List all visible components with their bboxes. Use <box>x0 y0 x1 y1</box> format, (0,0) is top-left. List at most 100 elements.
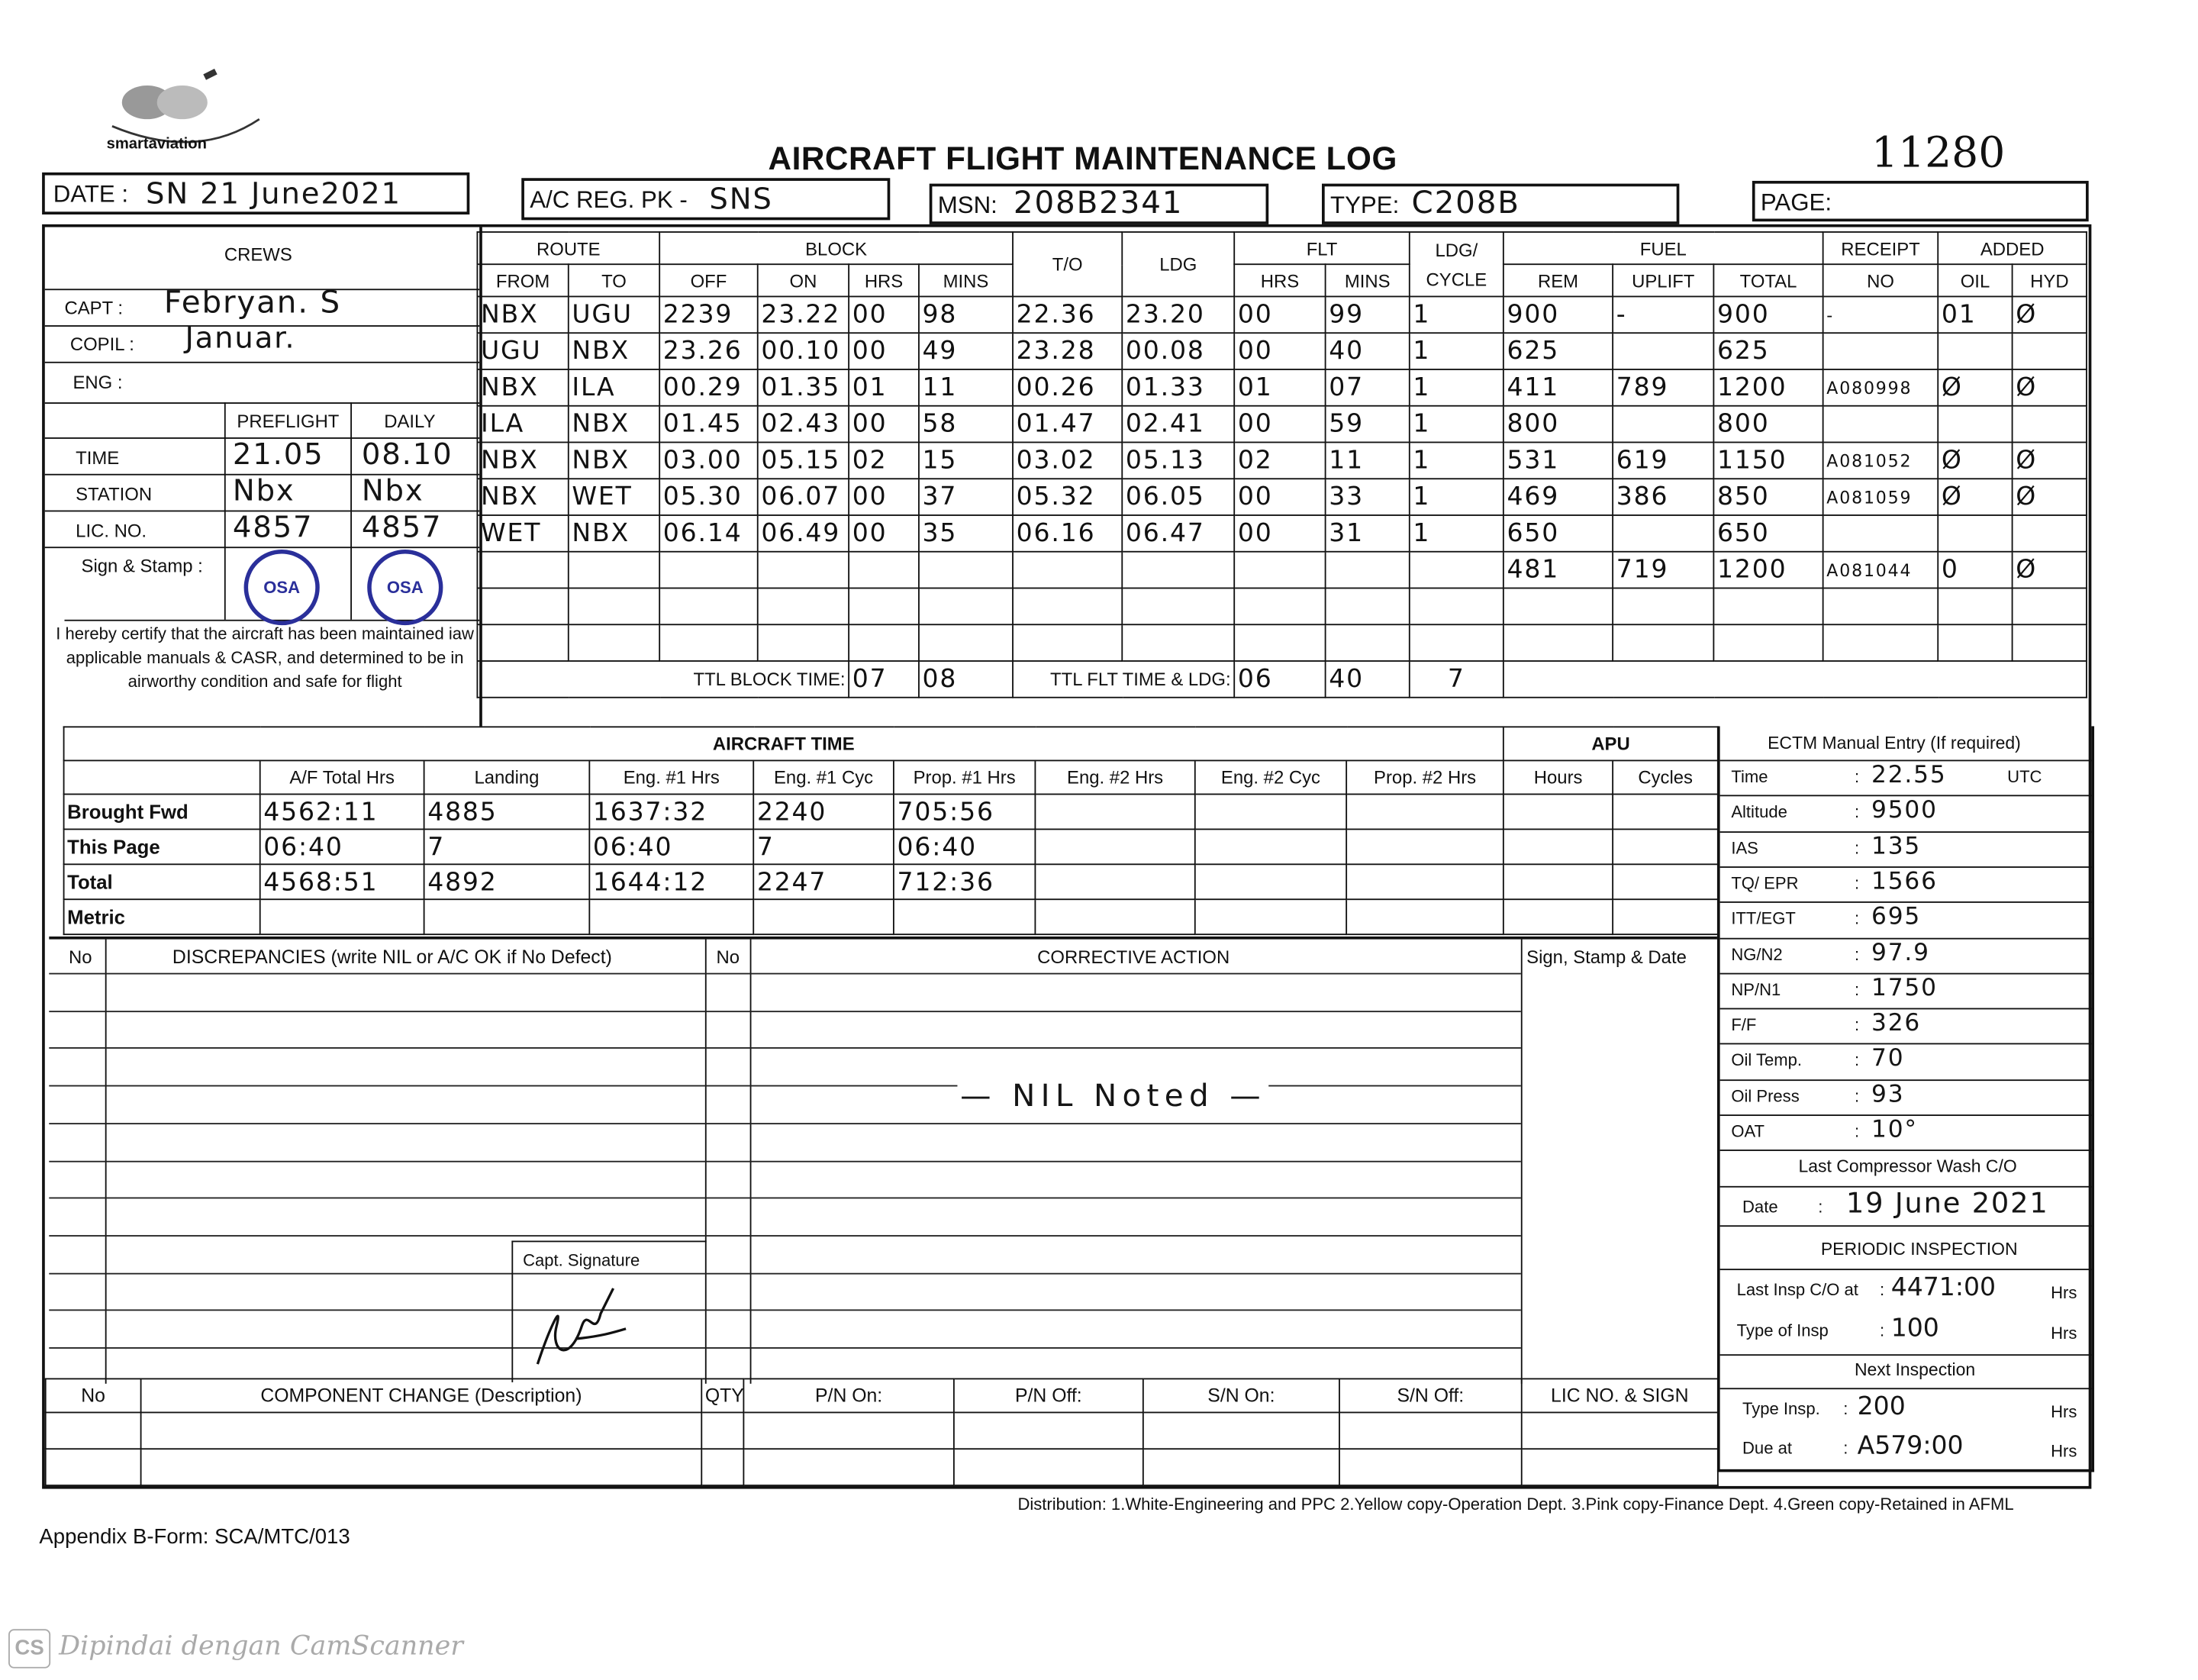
preflight-value[interactable]: Nbx <box>232 473 295 508</box>
flight-cell[interactable] <box>1937 405 2013 443</box>
flight-cell[interactable]: 01.35 <box>756 369 850 407</box>
daily-value[interactable]: 08.10 <box>361 437 453 472</box>
ectm-value[interactable]: 70 <box>1871 1045 1905 1073</box>
flight-cell[interactable]: 00 <box>1233 514 1326 553</box>
flight-cell[interactable]: 23.22 <box>756 295 850 334</box>
flight-cell[interactable] <box>2011 587 2087 626</box>
time-cell[interactable] <box>1194 828 1348 866</box>
flight-cell[interactable]: 00 <box>848 478 920 516</box>
flight-cell[interactable] <box>1822 514 1939 553</box>
ttl-block-hrs[interactable]: 07 <box>848 660 920 698</box>
flight-cell[interactable]: 49 <box>918 332 1014 370</box>
flight-cell[interactable]: 59 <box>1324 405 1410 443</box>
flight-cell[interactable]: 02 <box>848 441 920 480</box>
flight-cell[interactable]: 01.45 <box>659 405 759 443</box>
flight-cell[interactable] <box>1324 550 1410 589</box>
component-cell[interactable] <box>743 1448 955 1486</box>
ectm-value[interactable]: 695 <box>1871 903 1922 931</box>
flight-cell[interactable]: ILA <box>476 405 569 443</box>
flight-cell[interactable]: 99 <box>1324 295 1410 334</box>
time-cell[interactable] <box>1346 828 1504 866</box>
flight-cell[interactable]: A081059 <box>1822 478 1939 516</box>
flight-cell[interactable] <box>756 550 850 589</box>
flight-cell[interactable] <box>1612 624 1715 662</box>
flight-cell[interactable]: 789 <box>1612 369 1715 407</box>
flight-cell[interactable] <box>567 587 661 626</box>
page-field[interactable]: PAGE: <box>1752 180 2089 222</box>
flight-cell[interactable]: 00 <box>848 405 920 443</box>
flight-cell[interactable]: 11 <box>918 369 1014 407</box>
time-cell[interactable] <box>1503 863 1614 901</box>
ectm-value[interactable]: 10° <box>1871 1116 1918 1144</box>
time-cell[interactable]: 7 <box>753 828 894 866</box>
flight-cell[interactable] <box>2011 405 2087 443</box>
flight-cell[interactable]: NBX <box>476 478 569 516</box>
flight-cell[interactable]: 625 <box>1502 332 1614 370</box>
flight-cell[interactable] <box>918 587 1014 626</box>
ttl-flt-mins[interactable]: 40 <box>1324 660 1410 698</box>
flight-cell[interactable]: 1 <box>1408 405 1504 443</box>
time-cell[interactable]: 06:40 <box>259 828 425 866</box>
flight-cell[interactable]: 800 <box>1713 405 1824 443</box>
time-cell[interactable]: 06:40 <box>588 828 755 866</box>
time-cell[interactable] <box>1503 793 1614 830</box>
flight-cell[interactable] <box>659 587 759 626</box>
flight-cell[interactable]: 00 <box>848 295 920 334</box>
flight-cell[interactable]: 1 <box>1408 332 1504 370</box>
ac-reg-field[interactable]: A/C REG. PK - SNS <box>521 178 891 221</box>
flight-cell[interactable] <box>848 624 920 662</box>
flight-cell[interactable]: 02.43 <box>756 405 850 443</box>
flight-cell[interactable] <box>476 550 569 589</box>
time-cell[interactable] <box>1346 863 1504 901</box>
component-cell[interactable] <box>1339 1411 1523 1450</box>
time-cell[interactable] <box>1346 898 1504 936</box>
flight-cell[interactable]: 03.02 <box>1012 441 1123 480</box>
component-cell[interactable] <box>1142 1448 1340 1486</box>
ectm-value[interactable]: 326 <box>1871 1009 1922 1038</box>
flight-cell[interactable]: 33 <box>1324 478 1410 516</box>
component-cell[interactable] <box>952 1448 1144 1486</box>
component-cell[interactable] <box>1339 1448 1523 1486</box>
flight-cell[interactable] <box>1937 624 2013 662</box>
flight-cell[interactable]: UGU <box>567 295 661 334</box>
component-cell[interactable] <box>140 1411 703 1450</box>
flight-cell[interactable]: 11 <box>1324 441 1410 480</box>
component-cell[interactable] <box>140 1448 703 1486</box>
time-cell[interactable] <box>1612 863 1719 901</box>
flight-cell[interactable]: A081044 <box>1822 550 1939 589</box>
flight-cell[interactable] <box>567 624 661 662</box>
daily-value[interactable]: 4857 <box>361 510 443 544</box>
flight-cell[interactable] <box>1612 405 1715 443</box>
flight-cell[interactable] <box>2011 332 2087 370</box>
flight-cell[interactable]: 719 <box>1612 550 1715 589</box>
time-cell[interactable] <box>1346 793 1504 830</box>
flight-cell[interactable]: 900 <box>1502 295 1614 334</box>
flight-cell[interactable]: Ø <box>1937 441 2013 480</box>
ttl-flt-hrs[interactable]: 06 <box>1233 660 1326 698</box>
flight-cell[interactable]: Ø <box>1937 369 2013 407</box>
flight-cell[interactable]: 386 <box>1612 478 1715 516</box>
flight-cell[interactable]: 0 <box>1937 550 2013 589</box>
time-cell[interactable]: 4568:51 <box>259 863 425 901</box>
flight-cell[interactable]: 00 <box>1233 332 1326 370</box>
flight-cell[interactable]: 06.47 <box>1121 514 1236 553</box>
flight-cell[interactable] <box>1408 587 1504 626</box>
flight-cell[interactable]: A081052 <box>1822 441 1939 480</box>
flight-cell[interactable]: NBX <box>567 405 661 443</box>
time-cell[interactable]: 712:36 <box>892 863 1036 901</box>
component-cell[interactable] <box>44 1448 142 1486</box>
flight-cell[interactable]: 00 <box>1233 478 1326 516</box>
component-cell[interactable] <box>701 1448 745 1486</box>
ttl-ldg[interactable]: 7 <box>1408 660 1504 698</box>
flight-cell[interactable]: 00 <box>1233 405 1326 443</box>
flight-cell[interactable]: 900 <box>1713 295 1824 334</box>
flight-cell[interactable] <box>1822 332 1939 370</box>
flight-cell[interactable]: 06.14 <box>659 514 759 553</box>
corrective-note[interactable]: — NIL Noted — <box>957 1079 1269 1115</box>
component-cell[interactable] <box>743 1411 955 1450</box>
next-inspection-value[interactable]: 200 <box>1857 1391 1906 1422</box>
flight-cell[interactable]: 1 <box>1408 369 1504 407</box>
flight-cell[interactable]: WET <box>476 514 569 553</box>
flight-cell[interactable]: 35 <box>918 514 1014 553</box>
flight-cell[interactable]: 22.36 <box>1012 295 1123 334</box>
